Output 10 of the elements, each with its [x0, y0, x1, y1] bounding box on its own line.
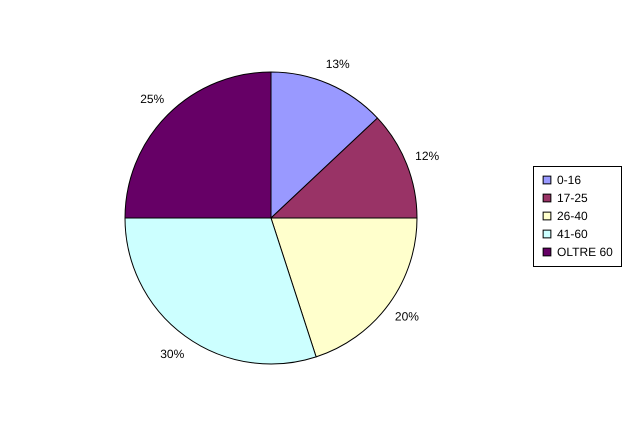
data-label: 13%: [326, 56, 350, 71]
legend-label: 41-60: [557, 227, 588, 241]
legend-label: 0-16: [557, 173, 582, 187]
legend-label: OLTRE 60: [557, 245, 614, 259]
data-label: 20%: [394, 310, 420, 324]
legend-label: 26-40: [557, 209, 588, 223]
data-label: 30%: [160, 346, 185, 361]
data-label: 12%: [415, 149, 440, 164]
data-label: 25%: [140, 92, 165, 106]
legend-label: 17-25: [557, 191, 588, 205]
